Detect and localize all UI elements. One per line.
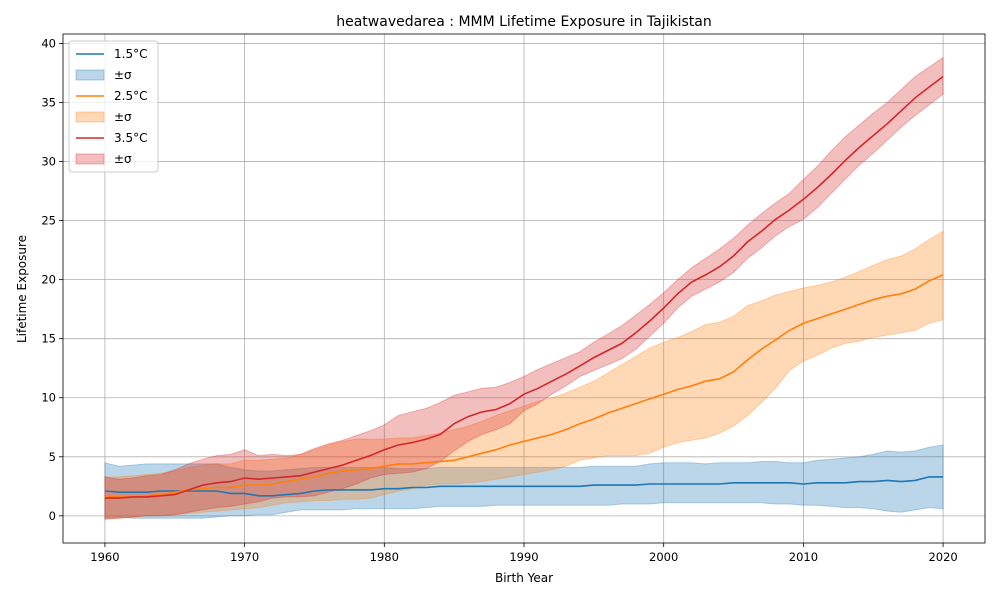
- y-tick-label: 40: [41, 36, 56, 50]
- x-axis-label: Birth Year: [495, 571, 553, 585]
- legend-label: ±σ: [114, 110, 132, 124]
- plot-area: 1960 1970 1980 1990 2000 2010 2020 0 5 10 15 20 25 30…: [41, 33, 986, 564]
- y-tick-label: 30: [41, 155, 56, 169]
- legend-label: ±σ: [114, 152, 132, 166]
- x-tick-label: 1970: [230, 550, 259, 564]
- series-line-1: [104, 274, 944, 498]
- legend-label: ±σ: [114, 68, 132, 82]
- x-tick-label: 2000: [649, 550, 678, 564]
- y-tick-label: 35: [41, 95, 56, 109]
- legend: 1.5°C ±σ 2.5°C ±σ 3.5°C ±σ: [68, 40, 159, 173]
- x-tick-label: 1960: [90, 550, 119, 564]
- y-tick-label: 10: [41, 391, 56, 405]
- y-tick-label: 5: [49, 450, 56, 464]
- legend-label: 2.5°C: [114, 89, 147, 103]
- legend-label: 1.5°C: [114, 47, 147, 61]
- x-tick-label: 2020: [928, 550, 957, 564]
- legend-band-swatch: [75, 153, 105, 165]
- x-tick-label: 1980: [370, 550, 399, 564]
- legend-band-swatch: [75, 111, 105, 123]
- x-tick-label: 2010: [789, 550, 818, 564]
- series-line-0: [104, 476, 944, 497]
- y-tick-label: 25: [41, 214, 56, 228]
- legend-band-swatch: [75, 69, 105, 81]
- band-0: [104, 444, 944, 519]
- legend-label: 3.5°C: [114, 131, 147, 145]
- y-axis-label: Lifetime Exposure: [15, 235, 29, 343]
- legend-box: [68, 40, 159, 173]
- y-tick-label: 20: [41, 273, 56, 287]
- series-line-2: [104, 75, 944, 499]
- y-tick-label: 15: [41, 332, 56, 346]
- chart-title: heatwavedarea : MMM Lifetime Exposure in…: [336, 14, 712, 30]
- band-2: [104, 56, 944, 520]
- x-tick-label: 1990: [509, 550, 538, 564]
- y-tick-label: 0: [49, 509, 56, 523]
